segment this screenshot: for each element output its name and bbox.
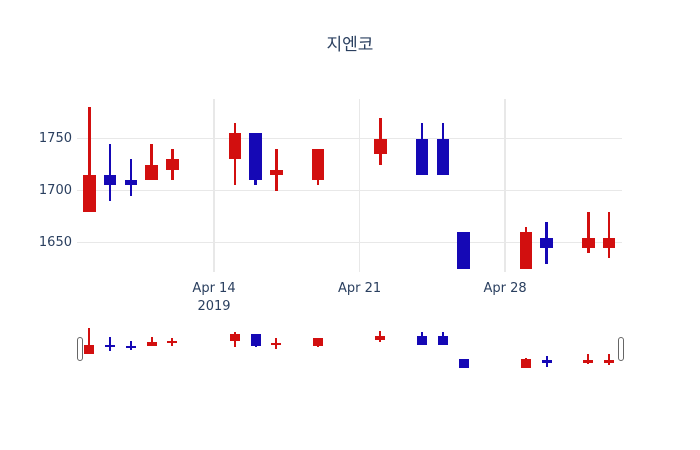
candle-apr-10-wick xyxy=(129,159,133,196)
y-tick-label: 1700 xyxy=(38,183,72,199)
candle-apr-11-wick xyxy=(150,143,153,181)
candle-apr-9-wick xyxy=(108,143,112,202)
candle-apr-30[interactable] xyxy=(540,237,553,248)
candle-apr-10[interactable] xyxy=(124,180,138,186)
rangeslider-left-handle[interactable] xyxy=(76,337,83,361)
candle-apr-8-wick xyxy=(88,107,91,212)
candle-apr-9-mini-wick xyxy=(109,337,112,352)
x-gridline xyxy=(213,99,215,272)
x-tick-year-label: 2019 xyxy=(197,299,231,314)
candle-apr-29-mini xyxy=(520,358,531,368)
candle-apr-29[interactable] xyxy=(519,232,533,269)
candle-apr-24[interactable] xyxy=(415,138,429,176)
candle-apr-25[interactable] xyxy=(436,138,449,176)
candle-may-3[interactable] xyxy=(602,237,616,248)
y-gridline xyxy=(77,242,622,244)
candle-apr-19[interactable] xyxy=(311,149,325,181)
candle-may-2-mini xyxy=(583,360,594,363)
candle-apr-30-mini xyxy=(541,360,552,363)
y-gridline xyxy=(77,137,622,140)
rangeslider-right-handle[interactable] xyxy=(617,337,624,361)
candle-apr-24-mini xyxy=(416,335,427,345)
rangeslider-track[interactable] xyxy=(77,326,622,374)
candle-apr-16[interactable] xyxy=(249,133,262,181)
x-tick-label: Apr 28 xyxy=(483,281,527,296)
candle-apr-19-mini xyxy=(312,338,323,347)
candle-apr-11[interactable] xyxy=(145,164,158,181)
candle-apr-12[interactable] xyxy=(166,159,179,170)
candle-apr-10-mini xyxy=(125,346,136,349)
y-tick-label: 1750 xyxy=(38,131,72,147)
chart-title: 지엔코 xyxy=(326,35,374,55)
candle-apr-22-mini xyxy=(375,335,386,340)
x-tick-label: Apr 14 xyxy=(192,281,236,296)
candle-apr-17[interactable] xyxy=(270,169,283,176)
candle-may-3-mini xyxy=(604,360,615,363)
candle-apr-16-mini xyxy=(250,334,261,347)
candle-may-3-wick xyxy=(607,211,611,259)
plot-area[interactable] xyxy=(77,99,622,272)
y-gridline xyxy=(77,190,622,192)
candle-may-2-wick xyxy=(587,211,590,254)
candle-apr-10-mini-wick xyxy=(129,340,132,350)
candle-apr-8[interactable] xyxy=(83,175,96,212)
candle-apr-15-mini xyxy=(229,334,240,341)
x-gridline xyxy=(504,99,506,272)
candle-apr-8-mini xyxy=(84,344,95,354)
candle-apr-17-mini xyxy=(271,343,282,346)
candle-apr-25-mini xyxy=(437,335,448,345)
candle-apr-26-mini xyxy=(458,358,469,368)
candle-may-2-mini-wick xyxy=(587,353,590,365)
candle-apr-9[interactable] xyxy=(103,175,117,186)
y-tick-label: 1650 xyxy=(38,235,72,251)
candle-apr-9-mini xyxy=(105,344,116,348)
x-tick-label: Apr 21 xyxy=(337,281,382,296)
candle-apr-11-mini xyxy=(146,342,157,347)
candle-apr-11-mini-wick xyxy=(150,337,153,347)
candle-may-3-mini-wick xyxy=(608,353,611,366)
candle-may-2[interactable] xyxy=(582,237,595,248)
candle-apr-15[interactable] xyxy=(228,133,242,160)
x-gridline xyxy=(358,99,361,272)
candle-apr-12-mini xyxy=(167,340,178,344)
candle-apr-17-wick xyxy=(275,149,278,191)
candle-apr-22[interactable] xyxy=(374,138,387,155)
candle-apr-8-mini-wick xyxy=(88,328,91,354)
candle-apr-26[interactable] xyxy=(457,232,470,269)
